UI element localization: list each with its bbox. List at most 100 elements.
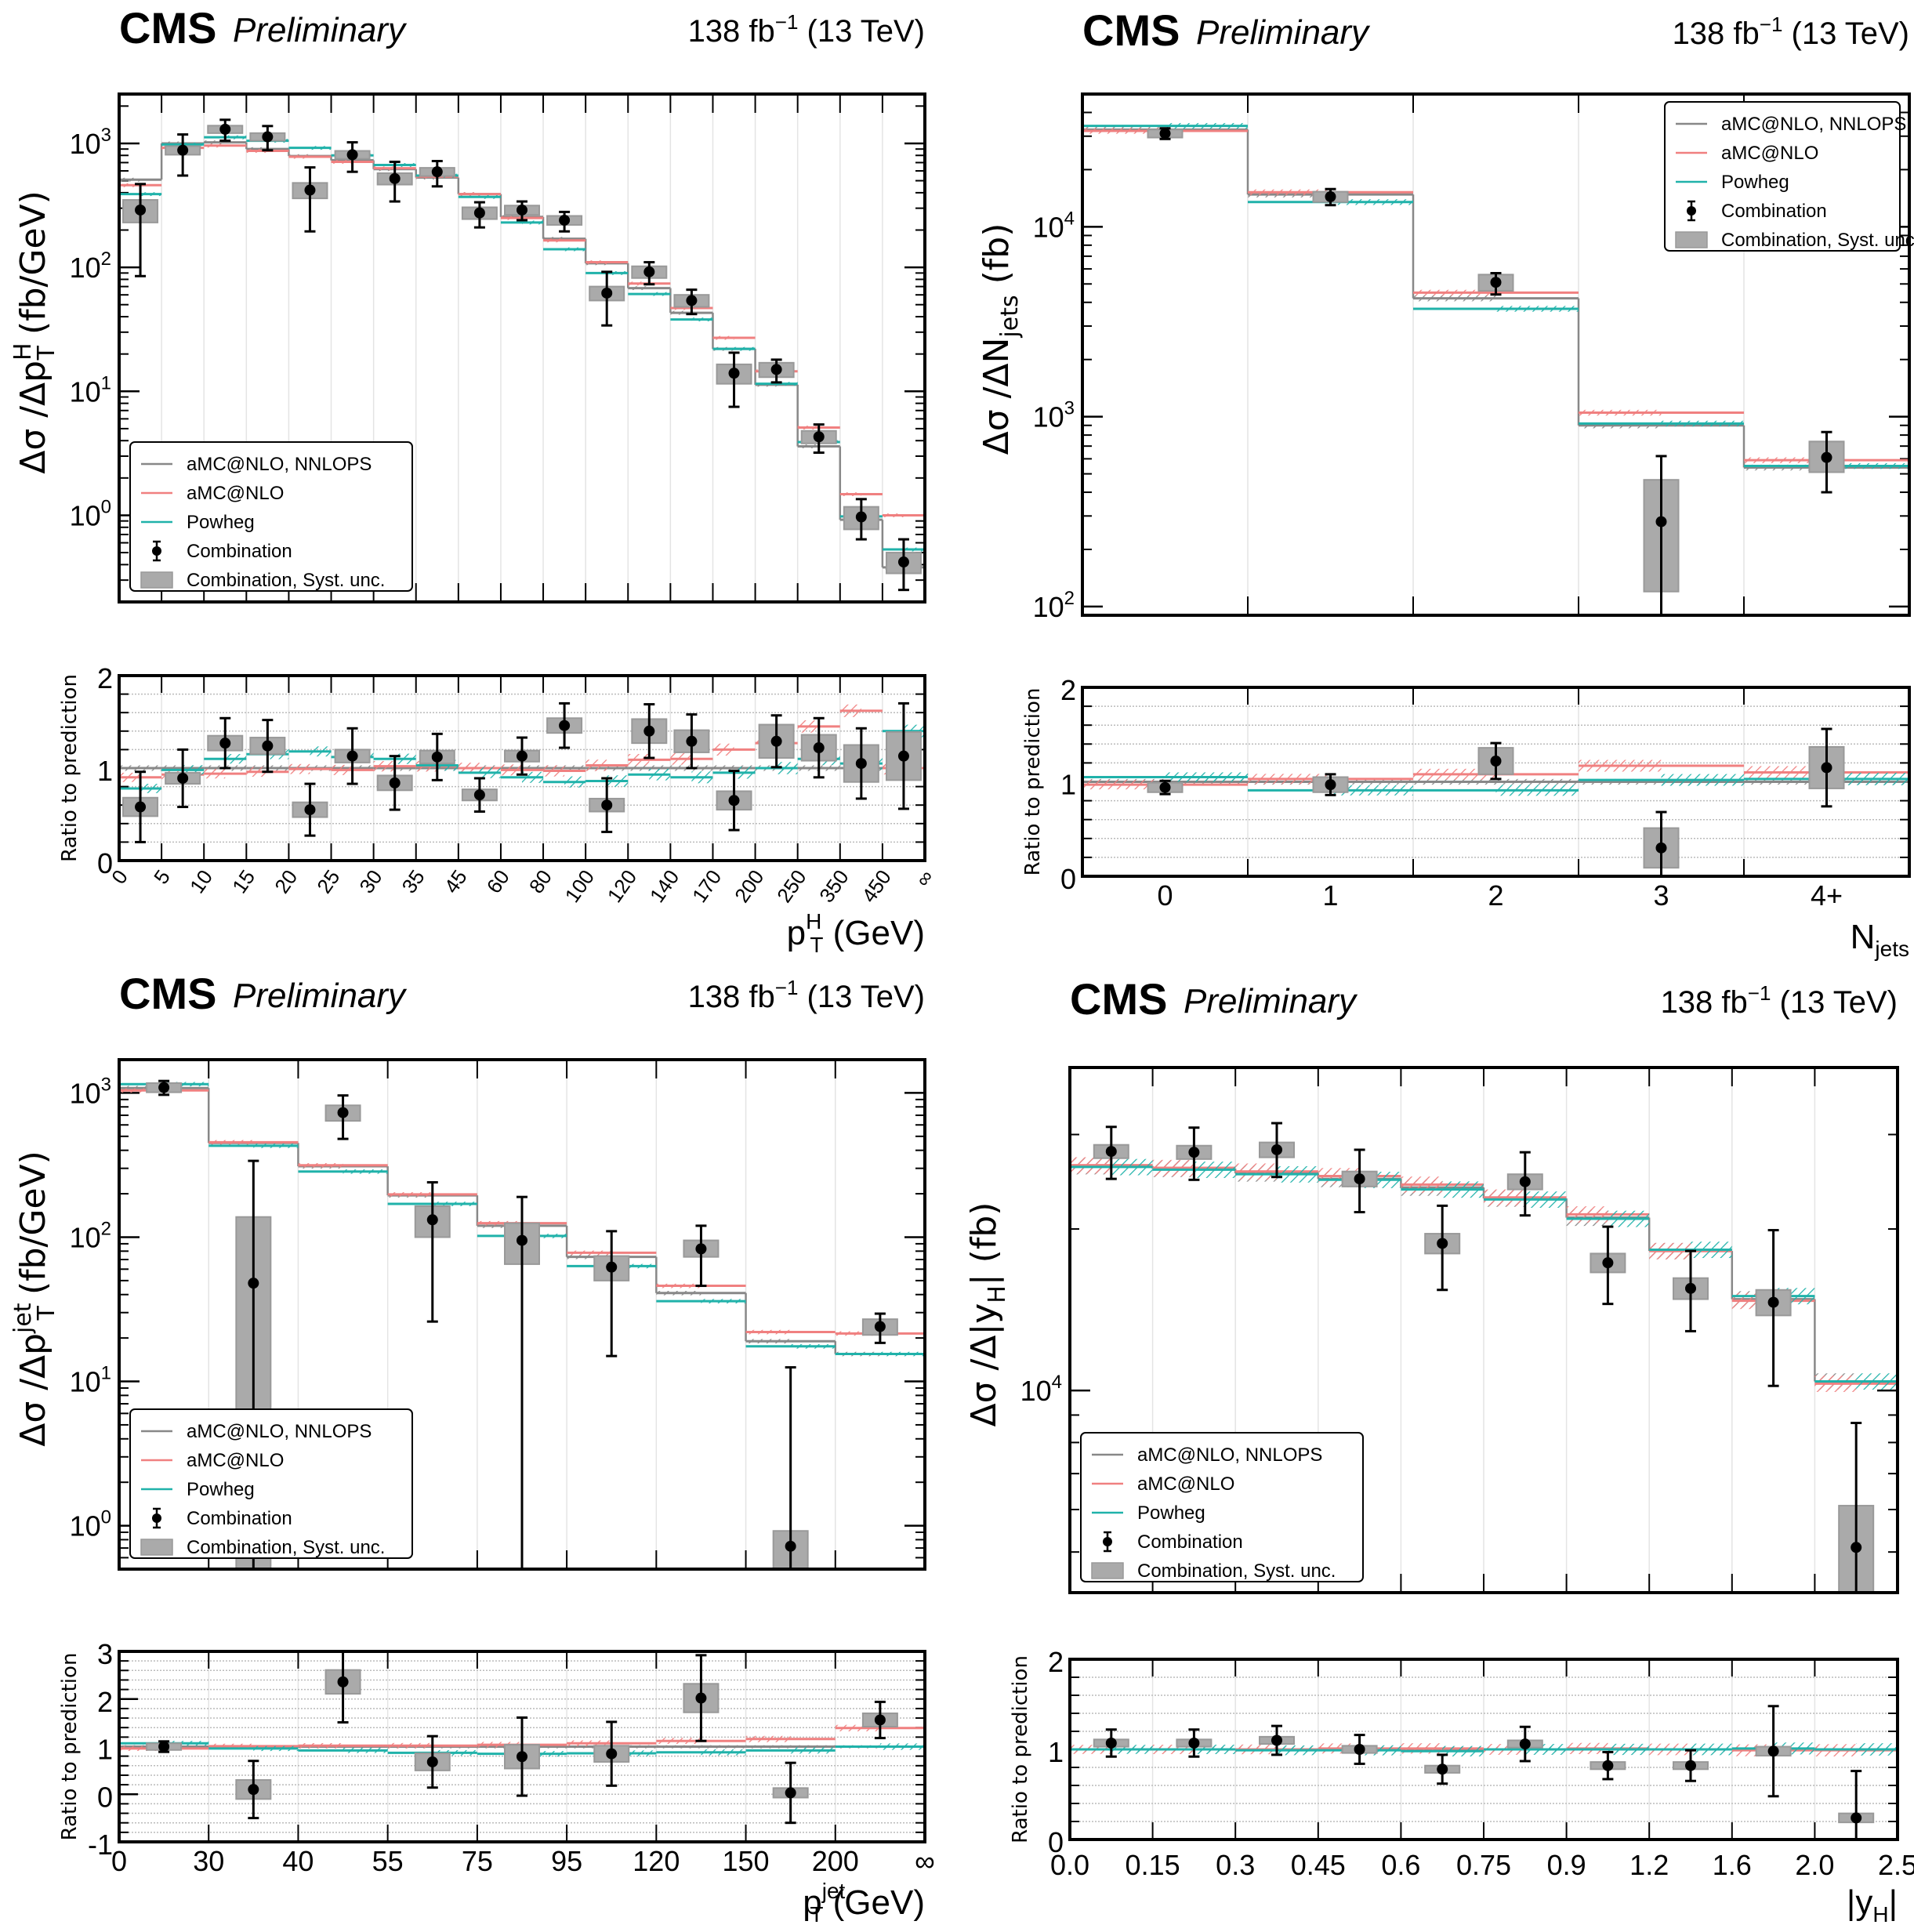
y-tick-base: 10	[70, 1366, 101, 1398]
data-point	[248, 1278, 259, 1289]
chart-panel-njets: CMS Preliminary 138 fb−1 (13 TeV) 102 103 104…	[957, 0, 1914, 966]
ratio-data-point	[1490, 755, 1502, 767]
y-label-main: Δσ /Δ|y	[964, 1303, 1004, 1427]
x-label-sub: T	[810, 1902, 823, 1927]
chart-svg-pth: CMS Preliminary 138 fb−1 (13 TeV)100101102…	[9, 3, 938, 957]
ratio-series-amcnlo	[119, 704, 925, 782]
ratio-data-point	[473, 789, 485, 801]
x-tick-label: ∞	[911, 865, 938, 890]
legend-label: Combination	[1137, 1531, 1243, 1553]
y-label-unit: (fb/GeV)	[13, 1151, 53, 1306]
x-tick-label: 75	[462, 1845, 493, 1877]
y-tick-base: 10	[1033, 401, 1064, 433]
x-tick-label: 140	[645, 865, 683, 907]
main-plot-frame	[118, 92, 926, 604]
x-label-sup: jet	[821, 1879, 846, 1903]
legend-box	[1080, 1432, 1364, 1582]
ratio-plot: 0 1 2 Ratio to prediction	[1009, 1646, 1899, 1858]
y-tick-base: 10	[70, 1077, 101, 1109]
y-tick-exponent: 0	[101, 1507, 111, 1528]
y-tick-label: 103	[70, 125, 111, 160]
ratio-plot-frame	[1081, 686, 1911, 878]
y-label-unit: (fb)	[977, 223, 1017, 295]
x-label-main: N	[1851, 918, 1876, 956]
data-point	[1354, 1173, 1365, 1185]
x-tick-label: 350	[814, 865, 853, 907]
data-point	[389, 172, 401, 184]
lumi-exponent: −1	[775, 976, 799, 999]
ratio-data-point	[559, 720, 571, 731]
ratio-data-point	[1159, 781, 1171, 793]
y-tick-label: 104	[1033, 208, 1075, 243]
legend-box-icon	[140, 1539, 173, 1556]
cms-label: CMS	[119, 3, 216, 53]
legend-label: aMC@NLO, NNLOPS	[1721, 114, 1906, 135]
ratio-plot: 0 1 2 Ratio to prediction	[1021, 674, 1911, 895]
ratio-data-point	[874, 1714, 886, 1726]
y-axis-label: Δσ /ΔNjets (fb)	[977, 223, 1024, 455]
x-tick-label: 1.6	[1713, 1849, 1752, 1881]
x-tick-label: 30	[354, 865, 386, 897]
legend: aMC@NLO, NNLOPS aMC@NLO Powheg Combination C…	[1080, 1432, 1364, 1582]
x-tick-label: 55	[372, 1845, 404, 1877]
legend-box	[1664, 101, 1901, 252]
legend-label: Combination, Syst. unc.	[1137, 1560, 1336, 1582]
chart-svg-ptjet: CMS Preliminary 138 fb−1 (13 TeV)100101102…	[9, 969, 935, 1927]
ratio-combination-points	[1093, 1705, 1875, 1840]
x-tick-label: 150	[723, 1845, 770, 1877]
y-tick-base: 10	[70, 1221, 101, 1253]
legend-label: Powheg	[1721, 172, 1789, 193]
ratio-tick-label: 2	[1048, 1646, 1064, 1678]
legend-entry-powheg: Powheg	[141, 1479, 255, 1500]
ratio-tick-label: 1	[1048, 1736, 1064, 1768]
ratio-data-point	[1271, 1734, 1282, 1746]
ratio-data-point	[135, 801, 147, 813]
legend-entry-powheg: Powheg	[1092, 1502, 1205, 1524]
lumi-value: 138 fb	[1673, 16, 1760, 51]
legend-entry-powheg: Powheg	[141, 512, 255, 533]
ratio-data-point	[1821, 762, 1832, 774]
preliminary-label: Preliminary	[1184, 982, 1358, 1020]
legend-entry-amcnlo: aMC@NLO	[141, 483, 284, 504]
x-tick-label: ∞	[915, 1845, 935, 1877]
data-point	[158, 1082, 170, 1093]
ratio-data-point	[1437, 1763, 1448, 1775]
ratio-data-point	[695, 1692, 707, 1704]
energy-label: (13 TeV)	[798, 980, 925, 1014]
x-tick-label: 0.15	[1126, 1849, 1180, 1881]
y-label-sub: H	[984, 1285, 1011, 1303]
y-label-main: Δσ /Δp	[13, 1333, 53, 1447]
x-tick-label: 0.0	[1050, 1849, 1089, 1881]
x-tick-label: 20	[270, 865, 302, 897]
y-tick-label: 102	[70, 248, 111, 284]
legend-label: aMC@NLO	[1721, 143, 1818, 164]
x-label-unit: (GeV)	[823, 914, 925, 952]
legend-label: Combination, Syst. unc.	[187, 570, 385, 591]
y-tick-label: 100	[70, 496, 111, 531]
lumi-value: 138 fb	[1661, 985, 1748, 1020]
y-label-unit: (fb/GeV)	[13, 190, 53, 346]
x-tick-label: 2.0	[1795, 1849, 1834, 1881]
x-label-sub: H	[1872, 1902, 1888, 1927]
legend-label: aMC@NLO	[187, 483, 284, 504]
chart-panel-pth: CMS Preliminary 138 fb−1 (13 TeV) 100 101 102…	[0, 0, 957, 966]
legend-point-icon	[152, 546, 161, 556]
preliminary-label: Preliminary	[1196, 13, 1371, 52]
x-tick-label: 200	[812, 1845, 859, 1877]
y-axis-label: Δσ /ΔpjetT (fb/GeV)	[9, 1151, 60, 1447]
x-tick-label: 15	[227, 865, 259, 897]
legend-point-icon	[152, 1513, 161, 1523]
legend-entry-nnlops: aMC@NLO, NNLOPS	[1676, 114, 1906, 135]
ratio-y-axis-label: Ratio to prediction	[1021, 688, 1045, 876]
ratio-data-point	[1519, 1738, 1531, 1750]
data-point	[473, 207, 485, 219]
ratio-y-axis-label: Ratio to prediction	[58, 674, 82, 862]
y-tick-label: 100	[70, 1507, 111, 1542]
ratio-data-point	[517, 1751, 527, 1763]
ratio-plot-frame	[118, 674, 926, 862]
ratio-data-point	[426, 1756, 438, 1767]
x-tick-label: 25	[312, 865, 344, 897]
x-tick-label: 450	[857, 865, 895, 907]
x-tick-label: 2.5	[1878, 1849, 1914, 1881]
